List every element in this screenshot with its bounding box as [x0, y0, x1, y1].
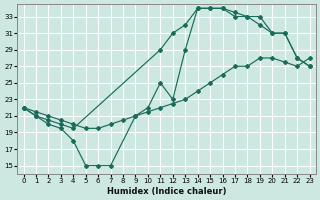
X-axis label: Humidex (Indice chaleur): Humidex (Indice chaleur) [107, 187, 226, 196]
